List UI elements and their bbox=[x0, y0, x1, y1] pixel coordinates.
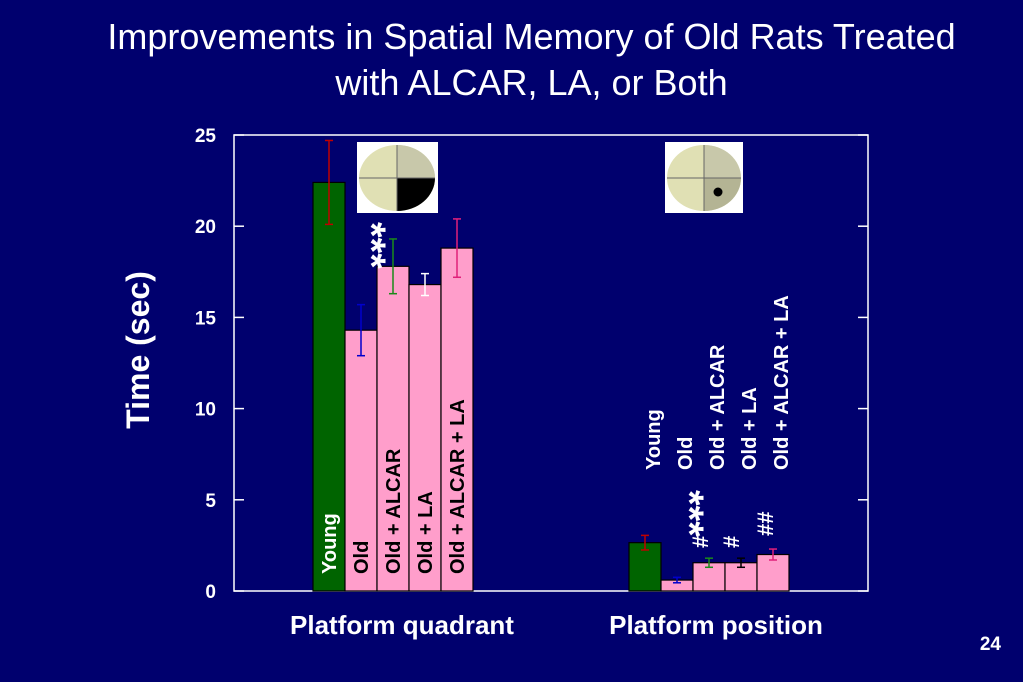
bar bbox=[628, 542, 662, 592]
category-label: Old + ALCAR + LA bbox=[447, 399, 469, 574]
y-tick-label: 5 bbox=[205, 491, 216, 512]
group-label-quadrant: Platform quadrant bbox=[290, 610, 514, 640]
category-label: Old + ALCAR bbox=[383, 448, 405, 574]
water-maze-position-icon bbox=[665, 142, 743, 213]
y-tick-label: 0 bbox=[205, 582, 216, 603]
y-tick-label: 25 bbox=[195, 126, 217, 147]
category-label: Old + ALCAR bbox=[707, 344, 729, 470]
category-label: Young bbox=[643, 409, 665, 470]
y-tick-label: 15 bbox=[195, 308, 217, 329]
category-label: Old bbox=[675, 437, 697, 470]
category-label: Old + ALCAR + LA bbox=[771, 295, 793, 470]
y-tick-label: 20 bbox=[195, 217, 216, 238]
category-label: Old + LA bbox=[415, 491, 437, 574]
significance-hash: ## bbox=[753, 512, 778, 536]
significance-stars: *** bbox=[667, 490, 711, 537]
water-maze-quadrant-icon bbox=[357, 142, 438, 213]
significance-hash: # bbox=[719, 536, 744, 548]
plot-frame bbox=[233, 134, 869, 592]
title-line-2: with ALCAR, LA, or Both bbox=[335, 62, 728, 103]
significance-stars: *** bbox=[349, 222, 393, 269]
category-label: Old + LA bbox=[739, 387, 761, 470]
slide-number: 24 bbox=[979, 634, 1001, 655]
category-label: Old bbox=[351, 541, 373, 574]
title-line-1: Improvements in Spatial Memory of Old Ra… bbox=[107, 16, 956, 57]
y-tick-label: 10 bbox=[195, 400, 216, 421]
slide-title: Improvements in Spatial Memory of Old Ra… bbox=[0, 14, 1023, 106]
significance-hash: # bbox=[688, 536, 713, 548]
category-label: Young bbox=[319, 513, 341, 574]
group-label-position: Platform position bbox=[609, 610, 823, 640]
bar bbox=[440, 247, 474, 592]
y-axis-label: Time (sec) bbox=[120, 271, 156, 429]
